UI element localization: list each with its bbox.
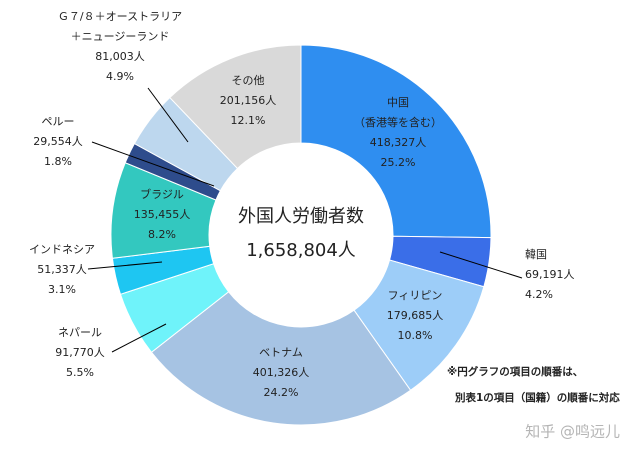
category-label: フィリピン: [388, 289, 443, 302]
slice: [169, 44, 302, 170]
leader-line: [147, 87, 189, 143]
category-label: Ｇ７/８＋オーストラリア: [58, 10, 182, 23]
center-value: 1,658,804人: [246, 240, 356, 261]
category-label: ＋ニュージーランド: [71, 30, 170, 43]
value-label: 69,191人: [525, 268, 575, 281]
leader-line: [439, 251, 523, 279]
category-label: その他: [232, 74, 265, 87]
category-label: ブラジル: [140, 187, 184, 201]
percent-label: 4.9%: [106, 70, 134, 83]
value-label: 401,326人: [253, 366, 310, 379]
percent-label: 12.1%: [231, 114, 266, 127]
percent-label: 25.2%: [381, 156, 416, 169]
value-label: 135,455人: [134, 208, 191, 221]
percent-label: 24.2%: [264, 386, 299, 399]
category-label: ベトナム: [259, 346, 303, 359]
percent-label: 10.8%: [398, 329, 433, 342]
leader-line: [87, 261, 163, 270]
leader-line: [111, 323, 167, 353]
slice: [300, 44, 492, 239]
value-label: 201,156人: [220, 94, 277, 107]
category-label: 中国: [387, 96, 409, 109]
note: ※円グラフの項目の順番は、: [447, 365, 583, 378]
value-label: 418,327人: [370, 136, 427, 149]
percent-label: 4.2%: [525, 288, 553, 301]
leader-line: [91, 141, 215, 187]
percent-label: 5.5%: [66, 366, 94, 379]
watermark: 知乎 @鸣远儿: [525, 423, 620, 441]
percent-label: 1.8%: [44, 155, 72, 168]
value-label: 91,770人: [55, 346, 105, 359]
value-label: 51,337人: [37, 263, 87, 276]
slice: [150, 291, 412, 426]
center-title: 外国人労働者数: [238, 206, 364, 227]
category-label: ネパール: [58, 326, 102, 339]
percent-label: 3.1%: [48, 283, 76, 296]
value-label: 81,003人: [95, 50, 145, 63]
note: 別表1の項目（国籍）の順番に対応: [454, 391, 620, 404]
value-label: 179,685人: [387, 309, 444, 322]
percent-label: 8.2%: [148, 228, 176, 241]
value-label: 29,554人: [33, 135, 83, 148]
category-label: 韓国: [525, 248, 547, 261]
category-label: （香港等を含む）: [354, 115, 442, 129]
category-label: インドネシア: [29, 243, 95, 256]
category-label: ペルー: [42, 115, 75, 128]
